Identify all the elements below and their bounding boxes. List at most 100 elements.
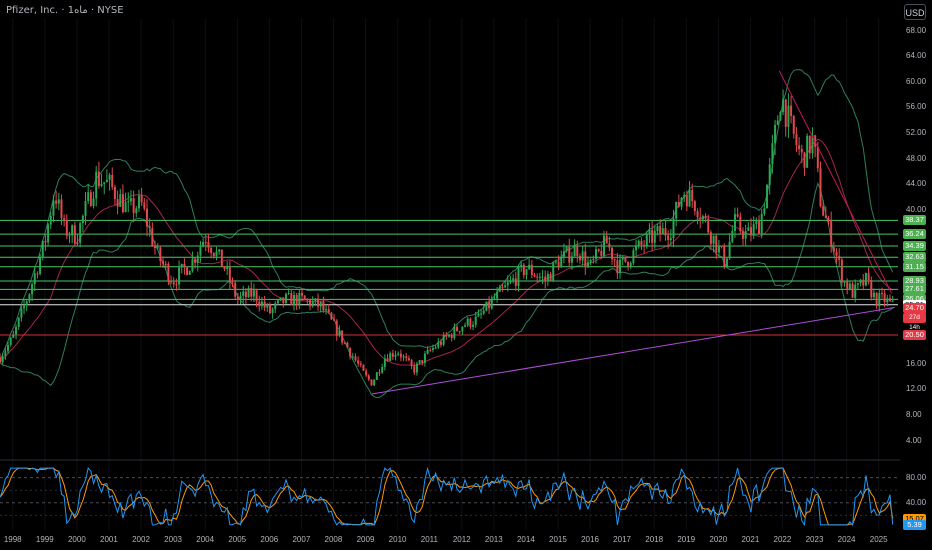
candle-body: [744, 231, 747, 239]
candle: [145, 199, 148, 237]
candle-body: [426, 349, 429, 354]
candle-body: [100, 183, 103, 187]
candle-body: [514, 278, 517, 286]
candle-body: [619, 259, 622, 274]
candle: [576, 240, 579, 263]
candle: [533, 272, 536, 278]
candle: [132, 190, 135, 223]
candle: [760, 208, 763, 239]
candle-body: [565, 246, 568, 252]
candle-body: [546, 273, 549, 282]
price-tick-label: 8.00: [906, 410, 922, 420]
candle: [279, 297, 282, 302]
candle: [731, 225, 734, 244]
candle-body: [811, 135, 814, 154]
candle-body: [367, 375, 370, 380]
candle: [63, 214, 66, 227]
candle: [819, 161, 822, 208]
candle-body: [683, 195, 686, 198]
candle-body: [752, 224, 755, 236]
rsi-badge: 15.07: [903, 513, 926, 524]
time-tick-label: 2020: [709, 535, 728, 544]
candle-body: [167, 263, 170, 282]
candle-body: [148, 226, 151, 229]
candle: [4, 347, 7, 360]
candle: [284, 292, 287, 305]
candle-body: [162, 260, 165, 264]
candle: [148, 218, 151, 237]
candle: [319, 301, 322, 313]
candle-body: [557, 261, 560, 268]
candle: [159, 245, 162, 267]
candle-body: [846, 281, 849, 290]
candle-body: [290, 293, 293, 306]
candle-body: [394, 354, 397, 357]
candle-body: [391, 353, 394, 357]
price-tick-label: 52.00: [906, 128, 927, 138]
candle: [525, 268, 528, 280]
candle: [584, 243, 587, 276]
candle-body: [301, 292, 304, 296]
candle-body: [255, 290, 258, 302]
candle: [766, 183, 769, 209]
candle-body: [605, 235, 608, 244]
candle: [429, 347, 432, 352]
candle: [410, 358, 413, 370]
candle: [562, 243, 565, 264]
time-tick-label: 2004: [196, 535, 215, 544]
currency-button[interactable]: USD: [904, 4, 926, 20]
time-tick-label: 2014: [516, 535, 535, 544]
candle: [589, 258, 592, 266]
candle-body: [768, 164, 771, 186]
candle-body: [231, 282, 234, 284]
candle-body: [15, 326, 18, 335]
candle-body: [223, 266, 226, 270]
candle-body: [827, 218, 830, 220]
candle: [357, 356, 360, 367]
candle: [733, 207, 736, 239]
candle: [621, 255, 624, 266]
candle: [290, 288, 293, 306]
candle-body: [413, 365, 416, 373]
candle-body: [25, 301, 28, 306]
candle: [480, 308, 483, 319]
candle: [202, 238, 205, 248]
candle: [23, 299, 26, 315]
candle-body: [592, 258, 595, 260]
time-tick-label: 1999: [35, 535, 54, 544]
candle: [880, 287, 883, 299]
candle: [504, 280, 507, 288]
candle-body: [196, 255, 199, 263]
candle: [247, 285, 250, 298]
candle: [242, 285, 245, 303]
candle-body: [44, 240, 47, 243]
candle-body: [728, 241, 731, 259]
rsi-pane: [0, 466, 898, 527]
candle-body: [263, 301, 266, 308]
candle-body: [733, 214, 736, 232]
candle-body: [210, 248, 213, 253]
candle: [9, 336, 12, 347]
candle-body: [402, 356, 405, 358]
candle: [103, 182, 106, 195]
candle: [183, 258, 186, 275]
candle: [611, 247, 614, 265]
candle: [397, 351, 400, 357]
candle: [453, 323, 456, 341]
candle: [552, 261, 555, 283]
candle-body: [562, 251, 565, 257]
price-tick-label: 48.00: [906, 153, 927, 163]
candle: [309, 298, 312, 311]
candle: [613, 258, 616, 268]
candle-body: [279, 297, 282, 301]
candle-body: [704, 216, 707, 219]
candle: [119, 188, 122, 207]
candle-body: [787, 105, 790, 127]
candle-body: [469, 318, 472, 327]
candles: [0, 89, 894, 387]
candle-body: [55, 200, 58, 204]
candle: [667, 230, 670, 249]
candle: [752, 216, 755, 239]
candle: [234, 280, 237, 301]
